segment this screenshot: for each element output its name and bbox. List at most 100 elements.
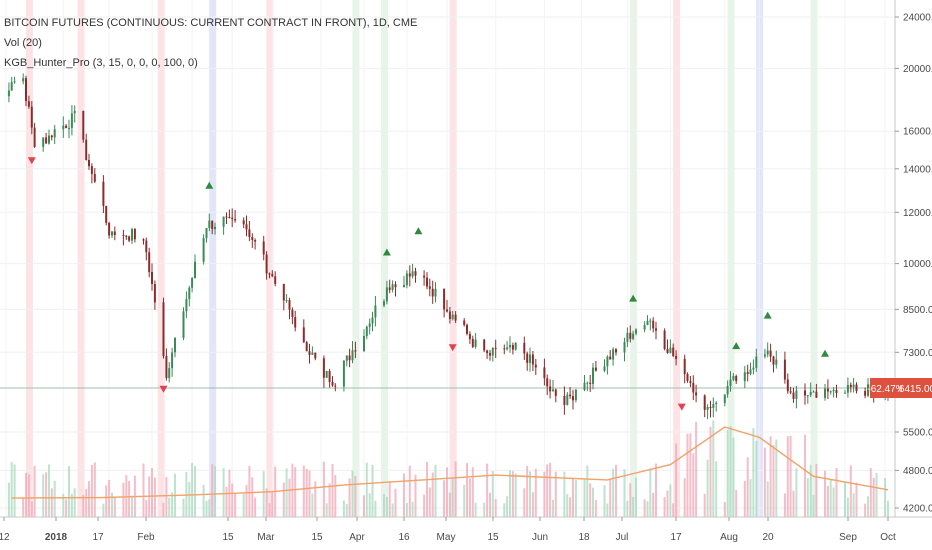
- candle[interactable]: [13, 76, 16, 84]
- candle[interactable]: [374, 296, 377, 327]
- candle[interactable]: [394, 281, 397, 297]
- candle[interactable]: [7, 82, 10, 103]
- candle[interactable]: [743, 365, 746, 389]
- candle[interactable]: [108, 221, 111, 239]
- candle[interactable]: [752, 359, 755, 375]
- candle[interactable]: [689, 376, 692, 388]
- candle[interactable]: [583, 375, 586, 392]
- candle[interactable]: [715, 401, 718, 412]
- candle[interactable]: [248, 221, 251, 242]
- candle[interactable]: [552, 380, 554, 392]
- candle[interactable]: [82, 110, 85, 143]
- candle[interactable]: [443, 288, 446, 318]
- candle[interactable]: [494, 339, 497, 358]
- candle[interactable]: [812, 390, 815, 393]
- candle[interactable]: [365, 325, 368, 340]
- candle[interactable]: [251, 233, 254, 248]
- candle[interactable]: [563, 386, 566, 415]
- candle[interactable]: [703, 394, 706, 418]
- candle[interactable]: [592, 363, 594, 390]
- candle[interactable]: [766, 342, 769, 358]
- candle[interactable]: [288, 297, 291, 320]
- candle[interactable]: [663, 328, 666, 351]
- candle[interactable]: [746, 364, 749, 382]
- candle[interactable]: [646, 315, 649, 326]
- candle[interactable]: [709, 400, 712, 418]
- candle[interactable]: [586, 381, 589, 392]
- candle[interactable]: [434, 282, 437, 303]
- candle[interactable]: [371, 311, 374, 332]
- volume-indicator-label[interactable]: Vol (20): [4, 37, 42, 49]
- candle[interactable]: [643, 321, 646, 333]
- candle[interactable]: [408, 265, 411, 287]
- candle[interactable]: [775, 350, 778, 369]
- time-axis[interactable]: 12 2018 17 Feb 15 Mar 15 Apr 16 May 15 Jun 18 Jul 17 Au…: [0, 517, 896, 543]
- candle[interactable]: [534, 358, 537, 375]
- candle[interactable]: [363, 329, 365, 352]
- candle[interactable]: [474, 333, 477, 349]
- candle[interactable]: [414, 267, 417, 283]
- candle[interactable]: [491, 347, 494, 362]
- candle[interactable]: [182, 307, 185, 341]
- candle[interactable]: [423, 270, 426, 286]
- candle[interactable]: [649, 318, 652, 331]
- candle[interactable]: [342, 359, 345, 392]
- candle[interactable]: [171, 347, 174, 377]
- candle[interactable]: [185, 291, 188, 319]
- candle[interactable]: [589, 374, 592, 392]
- candle[interactable]: [282, 283, 285, 311]
- candle[interactable]: [294, 310, 297, 332]
- candle[interactable]: [345, 355, 348, 367]
- candle[interactable]: [65, 124, 68, 129]
- candle[interactable]: [211, 220, 214, 235]
- candle[interactable]: [635, 328, 637, 336]
- candle[interactable]: [162, 297, 165, 359]
- candle[interactable]: [165, 348, 168, 381]
- candle[interactable]: [225, 212, 228, 224]
- candle[interactable]: [314, 352, 317, 361]
- candle[interactable]: [194, 254, 196, 279]
- candle[interactable]: [569, 387, 572, 399]
- candle[interactable]: [351, 341, 354, 364]
- candle[interactable]: [804, 383, 806, 405]
- candle[interactable]: [62, 116, 65, 138]
- candle[interactable]: [683, 354, 686, 384]
- candle[interactable]: [789, 386, 792, 395]
- candle[interactable]: [795, 386, 798, 409]
- candle[interactable]: [526, 351, 529, 371]
- candle[interactable]: [142, 238, 145, 245]
- candle[interactable]: [285, 294, 288, 303]
- candle[interactable]: [735, 374, 738, 384]
- candle[interactable]: [214, 222, 216, 235]
- candle[interactable]: [566, 392, 569, 406]
- candle[interactable]: [70, 105, 73, 136]
- candle[interactable]: [254, 238, 257, 250]
- candle[interactable]: [383, 299, 385, 308]
- candle[interactable]: [511, 342, 514, 355]
- candle[interactable]: [188, 285, 191, 307]
- candle[interactable]: [669, 339, 672, 354]
- candle[interactable]: [572, 389, 574, 410]
- candle[interactable]: [334, 383, 337, 392]
- candle[interactable]: [772, 355, 775, 373]
- candle[interactable]: [102, 175, 105, 213]
- candle[interactable]: [749, 362, 752, 376]
- candle[interactable]: [466, 323, 468, 336]
- candle[interactable]: [22, 73, 25, 85]
- candle[interactable]: [849, 382, 852, 393]
- candle[interactable]: [632, 330, 635, 341]
- candle[interactable]: [331, 376, 334, 387]
- candle[interactable]: [852, 378, 855, 393]
- candle[interactable]: [626, 327, 629, 348]
- candle[interactable]: [88, 153, 90, 170]
- candle[interactable]: [471, 335, 474, 348]
- candle[interactable]: [732, 373, 735, 382]
- candle[interactable]: [145, 237, 148, 261]
- candle[interactable]: [42, 137, 45, 152]
- candle[interactable]: [33, 122, 36, 148]
- candle[interactable]: [692, 375, 695, 401]
- candle[interactable]: [603, 359, 606, 373]
- candle[interactable]: [388, 279, 391, 294]
- candle[interactable]: [574, 388, 577, 403]
